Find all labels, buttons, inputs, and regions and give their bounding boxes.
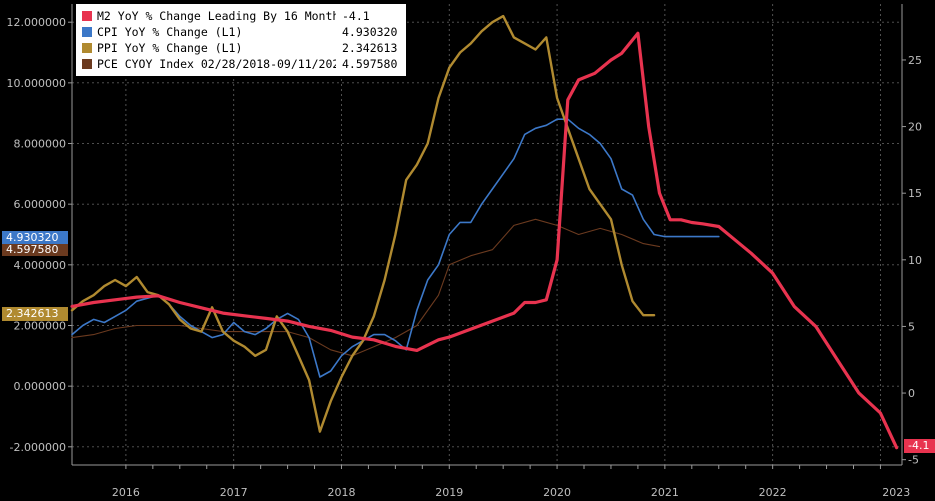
left-tick-label: 10.000000 bbox=[7, 77, 67, 90]
series-ppi-line bbox=[70, 14, 656, 433]
left-tick-label: -2.000000 bbox=[10, 441, 66, 454]
x-tick-label: 2019 bbox=[435, 486, 463, 499]
legend-swatch-m2 bbox=[82, 11, 92, 21]
legend-value-cpi: 4.930320 bbox=[342, 25, 398, 39]
legend-item-m2: M2 YoY % Change Leading By 16 Months (R1… bbox=[82, 8, 400, 24]
legend-label-cpi: CPI YoY % Change (L1) bbox=[97, 25, 243, 39]
x-tick-label: 2023 bbox=[882, 486, 910, 499]
right-tick-label: -5 bbox=[908, 454, 919, 467]
legend-value-pce: 4.597580 bbox=[342, 57, 398, 71]
legend-label-m2: M2 YoY % Change Leading By 16 Months (R1… bbox=[97, 9, 336, 23]
tick-labels: 12.000000 10.000000 8.000000 6.000000 4.0000… bbox=[7, 0, 923, 499]
left-tick-label: 6.000000 bbox=[14, 198, 67, 211]
legend: M2 YoY % Change Leading By 16 Months (R1… bbox=[76, 4, 406, 76]
legend-swatch-cpi bbox=[82, 27, 92, 37]
legend-value-m2: -4.1 bbox=[342, 9, 370, 23]
legend-item-pce: PCE CYOY Index 02/28/2018-09/11/2024 (L1… bbox=[82, 56, 400, 72]
axes bbox=[68, 4, 906, 469]
x-tick-label: 2017 bbox=[220, 486, 248, 499]
m2-value-badge: -4.1 bbox=[904, 439, 935, 453]
legend-item-ppi: PPI YoY % Change (L1) 2.342613 bbox=[82, 40, 400, 56]
right-tick-label: 10 bbox=[908, 254, 922, 267]
left-tick-label: 2.000000 bbox=[14, 319, 67, 332]
x-tick-label: 2016 bbox=[112, 486, 140, 499]
ppi-value-badge: 2.342613 bbox=[2, 307, 68, 321]
x-tick-label: 2020 bbox=[543, 486, 571, 499]
series-lines bbox=[70, 14, 899, 450]
right-tick-label: 25 bbox=[908, 54, 922, 67]
legend-label-ppi: PPI YoY % Change (L1) bbox=[97, 41, 243, 55]
pce-value-badge: 4.597580 bbox=[2, 244, 68, 256]
right-tick-label: 0 bbox=[908, 387, 915, 400]
series-m2-line bbox=[70, 31, 899, 450]
series-pce-line bbox=[71, 218, 661, 357]
cpi-value-badge: 4.930320 bbox=[2, 231, 68, 245]
right-tick-label: 5 bbox=[908, 320, 915, 333]
x-tick-label: 2022 bbox=[759, 486, 787, 499]
legend-label-pce: PCE CYOY Index 02/28/2018-09/11/2024 (L1… bbox=[97, 57, 336, 71]
left-tick-label: 4.000000 bbox=[14, 259, 67, 272]
x-tick-label: 2021 bbox=[651, 486, 679, 499]
legend-value-ppi: 2.342613 bbox=[342, 41, 398, 55]
series-cpi-line bbox=[71, 118, 720, 378]
left-tick-label: 0.000000 bbox=[14, 380, 67, 393]
left-tick-label: 12.000000 bbox=[7, 16, 67, 29]
right-tick-label: 15 bbox=[908, 187, 922, 200]
legend-swatch-pce bbox=[82, 59, 92, 69]
x-tick-label: 2018 bbox=[327, 486, 355, 499]
left-tick-label: 8.000000 bbox=[14, 138, 67, 151]
legend-swatch-ppi bbox=[82, 43, 92, 53]
right-tick-label: 20 bbox=[908, 121, 922, 134]
legend-item-cpi: CPI YoY % Change (L1) 4.930320 bbox=[82, 24, 400, 40]
